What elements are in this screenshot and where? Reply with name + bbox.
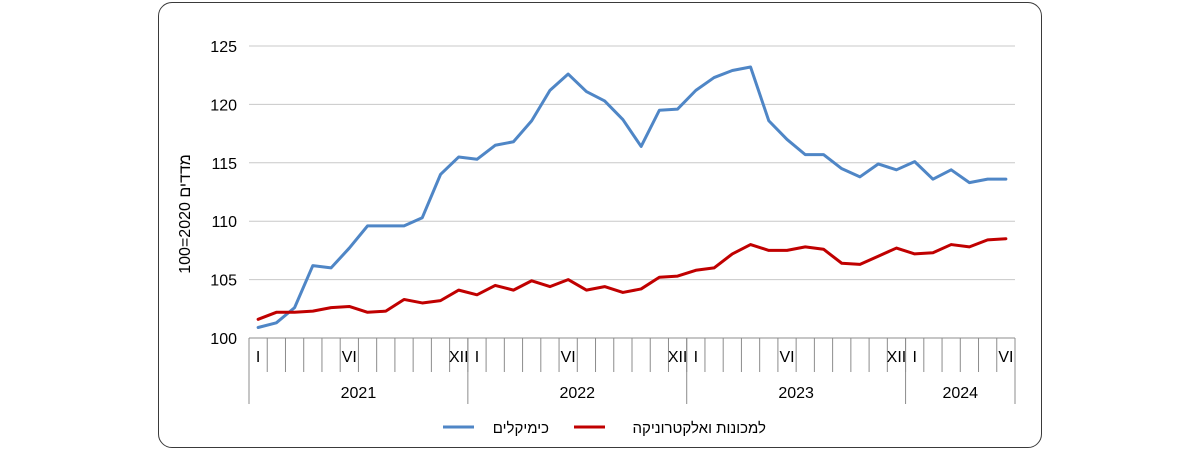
legend-label: למכונות ואלקטרוניקה (633, 420, 766, 437)
year-label: 2023 (778, 385, 814, 402)
month-label: VI (561, 349, 576, 366)
year-label: 2024 (942, 385, 978, 402)
x-axis: I VI XII I VI XII I VI XII I VI 2021 2022 2023 2024 (248, 338, 1016, 404)
month-label: I (475, 349, 479, 366)
year-label: 2021 (341, 385, 377, 402)
month-label: VI (342, 349, 357, 366)
y-tick-label: 110 (211, 214, 237, 231)
month-label: I (694, 349, 698, 366)
y-tick-label: 105 (210, 273, 237, 290)
month-label: I (912, 349, 916, 366)
y-tick-label: 120 (210, 97, 237, 114)
month-label: VI (779, 349, 794, 366)
legend-label: כימיקלים (493, 420, 549, 437)
month-label: XII (668, 349, 688, 366)
month-label: I (256, 349, 260, 366)
chart-frame (158, 2, 1042, 448)
gridlines (249, 45, 1015, 339)
series-line-2 (256, 237, 1008, 321)
series-lines (256, 65, 1008, 329)
month-label: XII (449, 349, 469, 366)
y-axis-label: מדדים 2020=100 (177, 154, 194, 274)
month-label: VI (998, 349, 1013, 366)
series-line-1 (256, 65, 1008, 329)
y-tick-label: 125 (210, 39, 237, 56)
y-tick-label: 115 (211, 156, 237, 173)
y-tick-label: 100 (210, 331, 237, 348)
year-label: 2022 (559, 385, 595, 402)
y-axis-ticks: 100 105 110 115 120 125 (210, 39, 237, 348)
month-label: XII (887, 349, 907, 366)
legend: כימיקלים למכונות ואלקטרוניקה (443, 420, 766, 437)
